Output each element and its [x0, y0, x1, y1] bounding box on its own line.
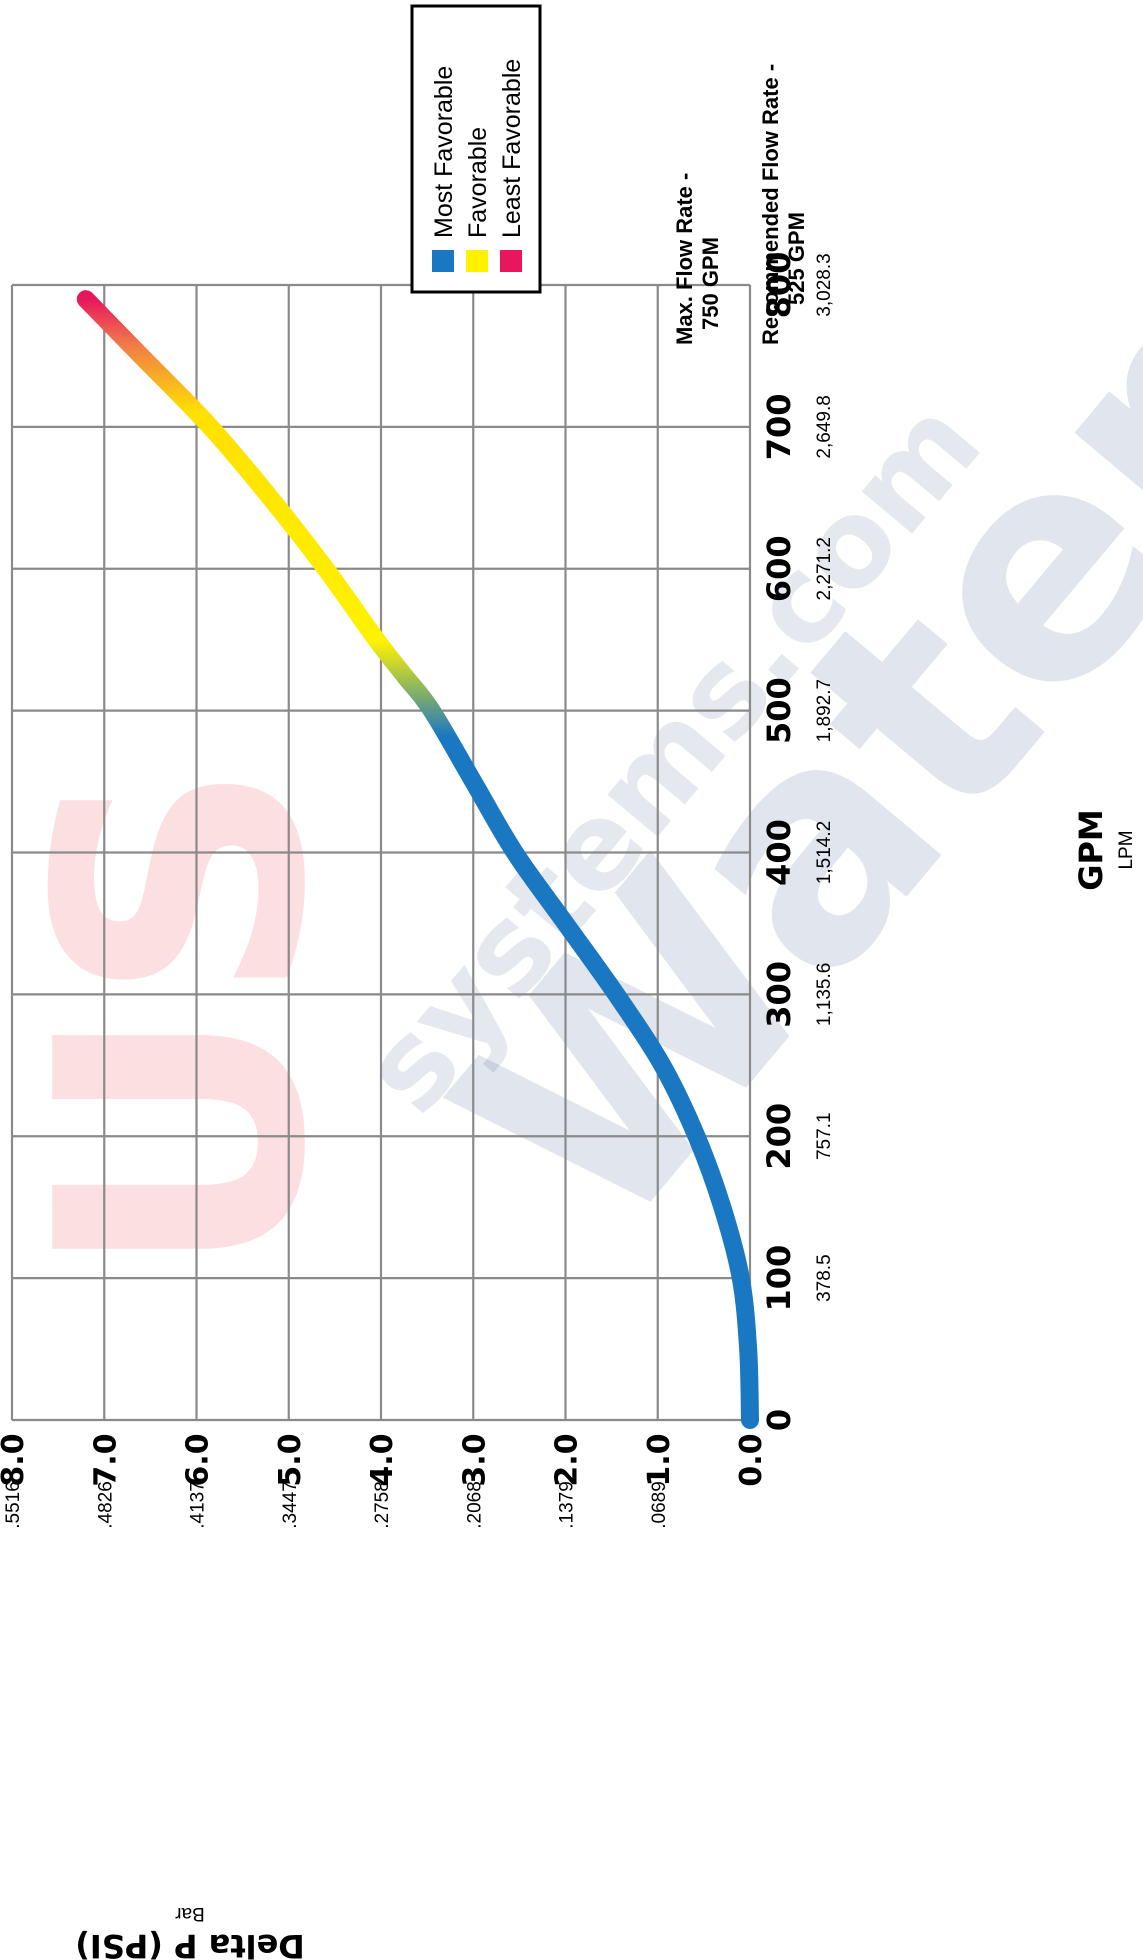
gpm-tick-label: 100	[760, 1245, 798, 1312]
gpm-tick-label: 300	[760, 961, 798, 1028]
legend-label-favorable: Favorable	[464, 127, 492, 238]
gpm-tick-label: 500	[760, 677, 798, 744]
lpm-tick-label: 1,514.2	[814, 821, 835, 884]
psi-tick-label: 2.0	[550, 1433, 585, 1486]
legend-label-least-favorable: Least Favorable	[498, 59, 526, 238]
psi-tick-label: 5.0	[273, 1433, 308, 1486]
psi-tick-label: 8.0	[0, 1433, 31, 1486]
bar-tick-label: .2068	[464, 1481, 485, 1529]
psi-tick-label: 7.0	[88, 1433, 123, 1486]
watermark: US Water systems.com	[0, 258, 1143, 1297]
psi-tick-label: 3.0	[457, 1433, 492, 1486]
bar-tick-label: .1379	[557, 1481, 578, 1529]
legend: Most Favorable Favorable Least Favorable	[410, 4, 542, 294]
pressure-drop-curve	[76, 290, 759, 1429]
curve-layer	[76, 290, 759, 1429]
legend-box	[410, 4, 542, 294]
gpm-tick-label: 0	[760, 1409, 798, 1431]
psi-tick-label: 0.0	[734, 1433, 769, 1486]
psi-tick-label: 6.0	[181, 1433, 216, 1486]
chart-rotated-group: 0 100 378.5 200 757.1 300 1,135.6 400 1,514.2 500…	[0, 4, 1137, 1529]
psi-tick-labels: 0.0 1.0.0689 2.0.1379 3.0.2068 4.0.2758 5.0.3…	[0, 1433, 769, 1528]
watermark-text-a: US	[0, 759, 381, 1280]
gpm-tick-label: 700	[760, 393, 798, 460]
max-flow-note-line1: Max. Flow Rate -	[672, 173, 697, 345]
legend-label-most-favorable: Most Favorable	[430, 66, 458, 238]
legend-swatch-least-favorable	[500, 250, 522, 272]
lpm-tick-label: 1,135.6	[814, 963, 835, 1026]
lpm-tick-label: 2,649.8	[814, 395, 835, 458]
gpm-tick-label: 400	[760, 819, 798, 886]
legend-swatch-most-favorable	[432, 250, 454, 272]
bar-tick-label: .0689	[649, 1481, 670, 1529]
lpm-tick-label: 757.1	[814, 1112, 835, 1160]
x-axis-subtitle: LPM	[1116, 830, 1137, 869]
lpm-tick-label: 378.5	[814, 1254, 835, 1302]
bar-tick-label: .3447	[280, 1481, 301, 1529]
max-flow-note-line2: 750 GPM	[698, 237, 723, 330]
x-axis-title: GPM	[1072, 809, 1110, 891]
gpm-tick-label: 200	[760, 1103, 798, 1170]
psi-tick-label: 1.0	[642, 1433, 677, 1486]
y-axis-title: Delta P (PSI)	[75, 1927, 305, 1960]
rec-flow-note-line2: 525 GPM	[784, 212, 809, 305]
bar-tick-label: .4137	[188, 1481, 209, 1529]
gpm-tick-labels: 0 100 378.5 200 757.1 300 1,135.6 400 1,514.2 500…	[760, 252, 835, 1432]
y-axis-subtitle: Bar	[175, 1903, 205, 1924]
lpm-tick-label: 3,028.3	[814, 253, 835, 316]
gpm-tick-label: 800	[760, 252, 798, 319]
lpm-tick-label: 1,892.7	[814, 679, 835, 742]
bar-tick-label: .5516	[3, 1481, 24, 1529]
psi-tick-label: 4.0	[365, 1433, 400, 1486]
bar-tick-label: .4826	[95, 1481, 116, 1529]
lpm-tick-label: 2,271.2	[814, 537, 835, 600]
gpm-tick-label: 600	[760, 535, 798, 602]
bar-tick-label: .2758	[372, 1481, 393, 1529]
rec-flow-note-line1: Recommended Flow Rate -	[758, 64, 783, 345]
legend-swatch-favorable	[466, 250, 488, 272]
grid	[10, 283, 752, 1422]
